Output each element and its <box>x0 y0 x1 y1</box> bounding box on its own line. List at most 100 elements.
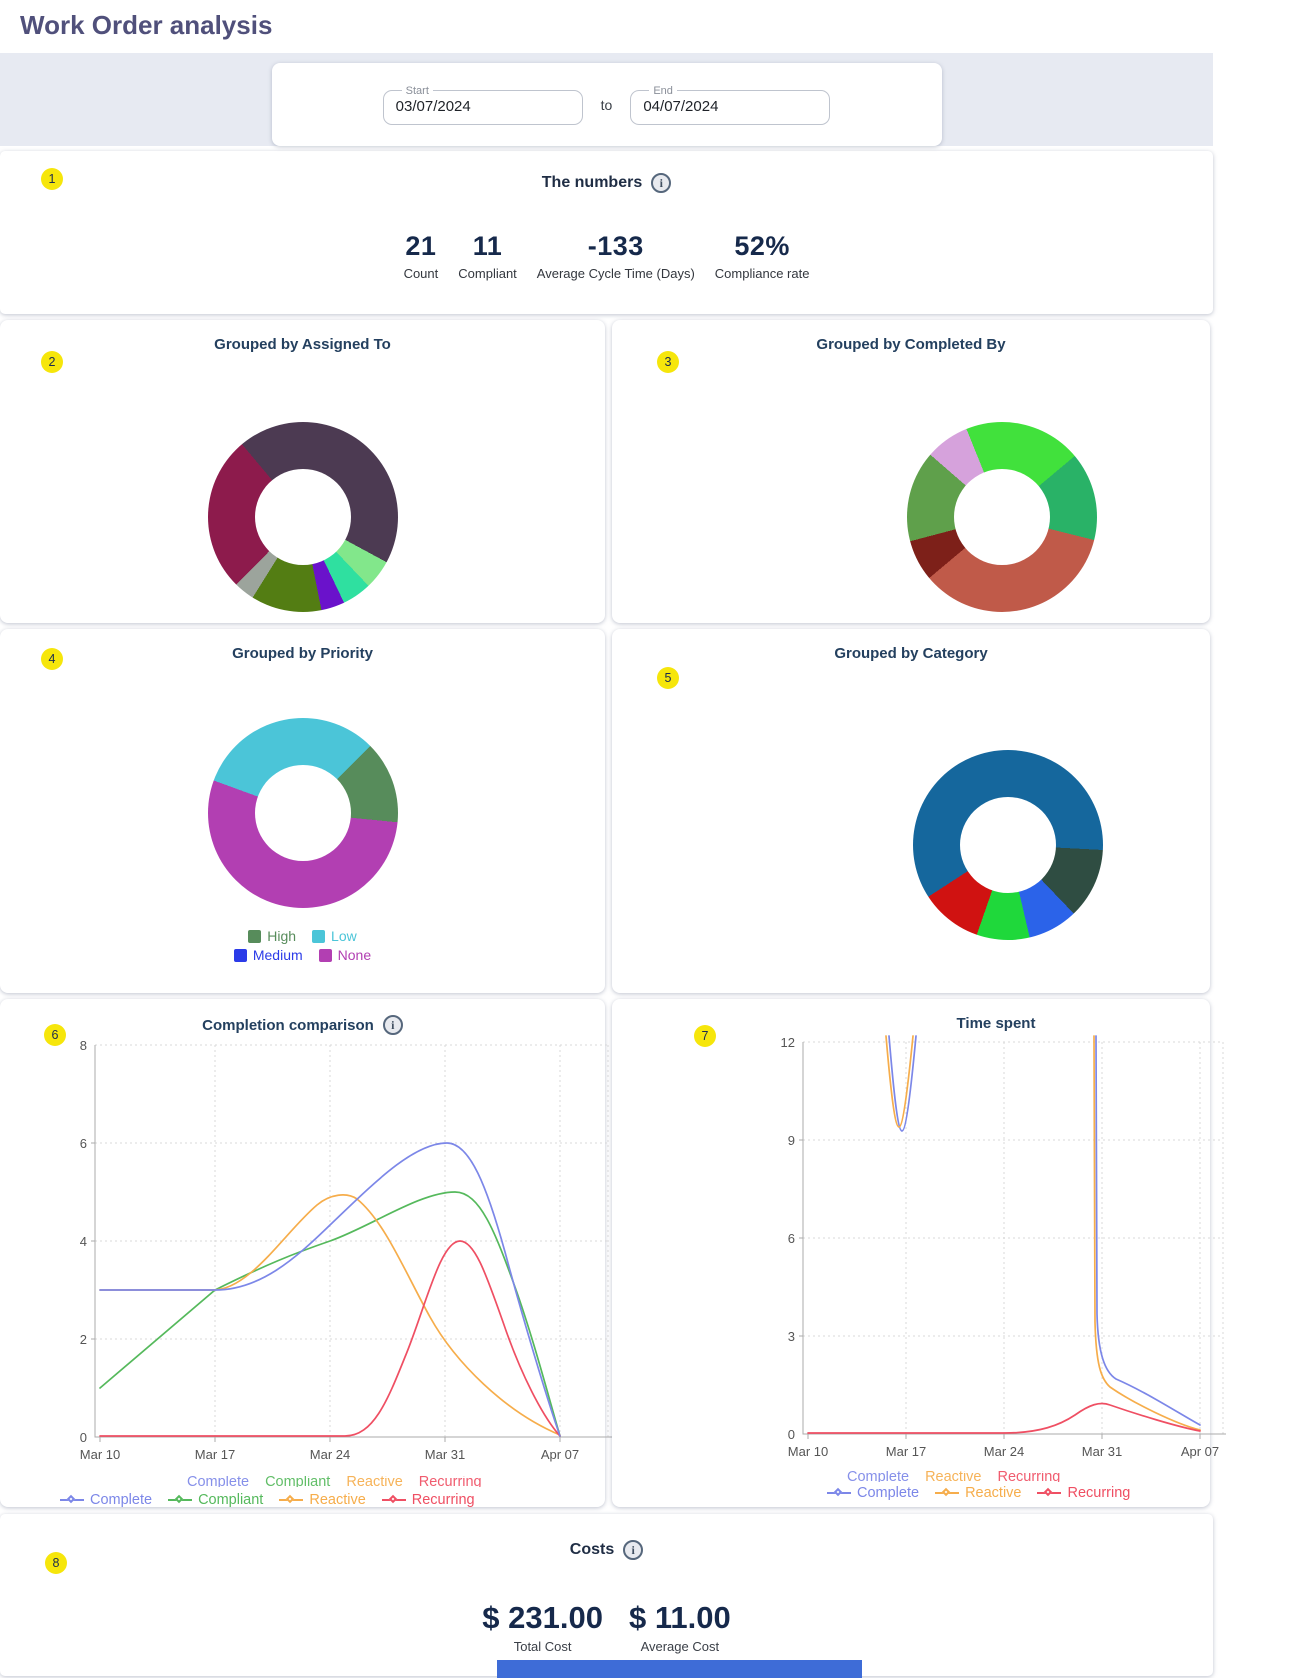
category-donut-chart[interactable] <box>913 750 1103 940</box>
legend-item-complete[interactable]: Complete <box>827 1484 919 1502</box>
end-date-input[interactable]: 04/07/2024 <box>643 97 719 115</box>
completion-legend-clipped: Complete Compliant Reactive Recurring <box>187 1476 482 1487</box>
legend-swatch <box>248 929 262 943</box>
stat-label: Average Cost <box>640 1639 720 1654</box>
legend-item-compliant[interactable]: Compliant <box>265 1476 330 1487</box>
legend-label: Recurring <box>411 1492 475 1508</box>
date-filter-band: Start 03/07/2024 to End 04/07/2024 <box>0 53 1213 146</box>
start-date-input[interactable]: 03/07/2024 <box>395 97 471 115</box>
legend-swatch <box>233 948 247 962</box>
legend-label: Complete <box>857 1485 920 1501</box>
stat-compliance-rate: 52% Compliance rate <box>715 231 810 281</box>
priority-donut-chart[interactable] <box>207 718 398 908</box>
stat-value: $ 231.00 <box>482 1600 603 1635</box>
stat-value: $ 11.00 <box>628 1600 731 1635</box>
chart-card-completed-by: Grouped by Completed By <box>612 320 1210 623</box>
svg-text:Mar 31: Mar 31 <box>1082 1444 1122 1459</box>
annotation-badge-1: 1 <box>41 168 63 190</box>
chart-card-time-spent: Time spent 12 9 6 3 0 Mar 10 Mar 17 Mar … <box>612 999 1226 1507</box>
legend-label: Recurring <box>997 1471 1061 1482</box>
chart-card-priority: Grouped by Priority High Low <box>0 629 605 993</box>
svg-text:Mar 17: Mar 17 <box>195 1447 235 1462</box>
legend-label: Recurring <box>418 1476 482 1487</box>
legend-label: Recurring <box>1067 1485 1131 1501</box>
legend-label: Compliant <box>265 1476 331 1487</box>
start-date-field[interactable]: Start 03/07/2024 <box>382 84 583 125</box>
legend-item-recurring[interactable]: Recurring <box>1037 1484 1130 1502</box>
stat-label: Count <box>403 266 439 281</box>
stat-average-cost: $ 11.00 Average Cost <box>629 1600 731 1654</box>
stat-avg-cycle-time: -133 Average Cycle Time (Days) <box>537 231 695 281</box>
legend-item-complete[interactable]: Complete <box>187 1476 249 1487</box>
costs-section: Costs i $ 231.00 Total Cost $ 11.00 Aver… <box>0 1514 1213 1676</box>
legend-label: Medium <box>252 947 303 963</box>
annotation-badge-4: 4 <box>41 648 63 670</box>
legend-item-recurring[interactable]: Recurring <box>419 1476 482 1487</box>
legend-label: Complete <box>90 1492 153 1508</box>
legend-item-complete[interactable]: Complete <box>847 1471 909 1482</box>
charts-grid: Grouped by Assigned To Grouped by Comple… <box>0 320 1226 1509</box>
chart-title: Grouped by Priority <box>232 645 373 662</box>
diamond-marker-icon <box>60 1494 84 1505</box>
legend-item-none[interactable]: None <box>318 947 371 963</box>
chart-title: Grouped by Completed By <box>816 336 1006 353</box>
legend-label: Complete <box>187 1476 250 1487</box>
legend-swatch <box>318 948 332 962</box>
date-range-card: Start 03/07/2024 to End 04/07/2024 <box>271 63 942 146</box>
info-icon[interactable]: i <box>382 1015 403 1035</box>
legend-item-reactive[interactable]: Reactive <box>346 1476 402 1487</box>
legend-label: Reactive <box>965 1485 1022 1501</box>
chart-card-completion-comparison: Completion comparison i 8 6 4 2 0 Mar 10… <box>0 999 613 1509</box>
svg-text:9: 9 <box>788 1133 795 1148</box>
legend-item-reactive[interactable]: Reactive <box>935 1484 1021 1502</box>
diamond-marker-icon <box>1037 1487 1062 1498</box>
end-date-field[interactable]: End 04/07/2024 <box>630 84 831 125</box>
svg-text:Mar 24: Mar 24 <box>984 1444 1024 1459</box>
end-date-label: End <box>653 84 673 97</box>
recurring-series-line <box>99 1240 561 1437</box>
numbers-stats: 21 Count 11 Compliant -133 Average Cycle… <box>0 231 1213 281</box>
stat-value: -133 <box>587 231 644 261</box>
legend-item-reactive[interactable]: Reactive <box>925 1471 981 1482</box>
diamond-marker-icon <box>381 1494 406 1505</box>
diamond-marker-icon <box>168 1494 193 1505</box>
svg-text:Apr 07: Apr 07 <box>1181 1444 1219 1459</box>
legend-item-medium[interactable]: Medium <box>233 947 303 963</box>
annotation-badge-3: 3 <box>657 351 679 373</box>
numbers-section-title: The numbers <box>541 174 643 191</box>
annotation-badge-8: 8 <box>45 1552 67 1574</box>
legend-label: Reactive <box>309 1492 366 1508</box>
info-icon[interactable]: i <box>623 1540 644 1560</box>
priority-legend: High Low Medium None <box>0 928 605 963</box>
chart-title: Grouped by Assigned To <box>214 336 391 353</box>
info-icon[interactable]: i <box>651 173 672 193</box>
completion-comparison-line-chart[interactable]: 8 6 4 2 0 Mar 10 Mar 17 Mar 24 Mar 31 Ap… <box>55 1037 615 1469</box>
time-spent-line-chart[interactable]: 12 9 6 3 0 Mar 10 Mar 17 Mar 24 Mar 31 A… <box>758 1034 1228 1466</box>
legend-item-recurring[interactable]: Recurring <box>381 1491 475 1509</box>
compliant-series-line <box>99 1191 561 1437</box>
legend-label: Compliant <box>198 1492 264 1508</box>
svg-text:Mar 10: Mar 10 <box>80 1447 120 1462</box>
costs-stats: $ 231.00 Total Cost $ 11.00 Average Cost <box>0 1600 1213 1654</box>
stat-compliant: 11 Compliant <box>458 231 517 281</box>
legend-item-reactive[interactable]: Reactive <box>279 1491 366 1509</box>
legend-item-compliant[interactable]: Compliant <box>168 1491 263 1509</box>
svg-text:3: 3 <box>788 1329 795 1344</box>
legend-item-low[interactable]: Low <box>312 928 357 944</box>
legend-item-high[interactable]: High <box>248 928 296 944</box>
legend-label: High <box>267 928 297 944</box>
stat-total-cost: $ 231.00 Total Cost <box>482 1600 603 1654</box>
svg-text:4: 4 <box>80 1234 87 1249</box>
stat-value: 52% <box>734 231 790 261</box>
legend-item-complete[interactable]: Complete <box>60 1491 152 1509</box>
complete-series-line <box>888 1035 1201 1426</box>
svg-text:Mar 17: Mar 17 <box>886 1444 926 1459</box>
assigned-to-donut-chart[interactable] <box>207 422 398 612</box>
stat-value: 21 <box>405 231 437 261</box>
page-title: Work Order analysis <box>20 10 273 40</box>
completion-legend: Complete Compliant Reactive <box>60 1491 475 1509</box>
legend-item-recurring[interactable]: Recurring <box>997 1471 1060 1482</box>
completed-by-donut-chart[interactable] <box>907 422 1097 612</box>
chart-title: Grouped by Category <box>834 645 988 662</box>
stat-value: 11 <box>472 231 503 261</box>
